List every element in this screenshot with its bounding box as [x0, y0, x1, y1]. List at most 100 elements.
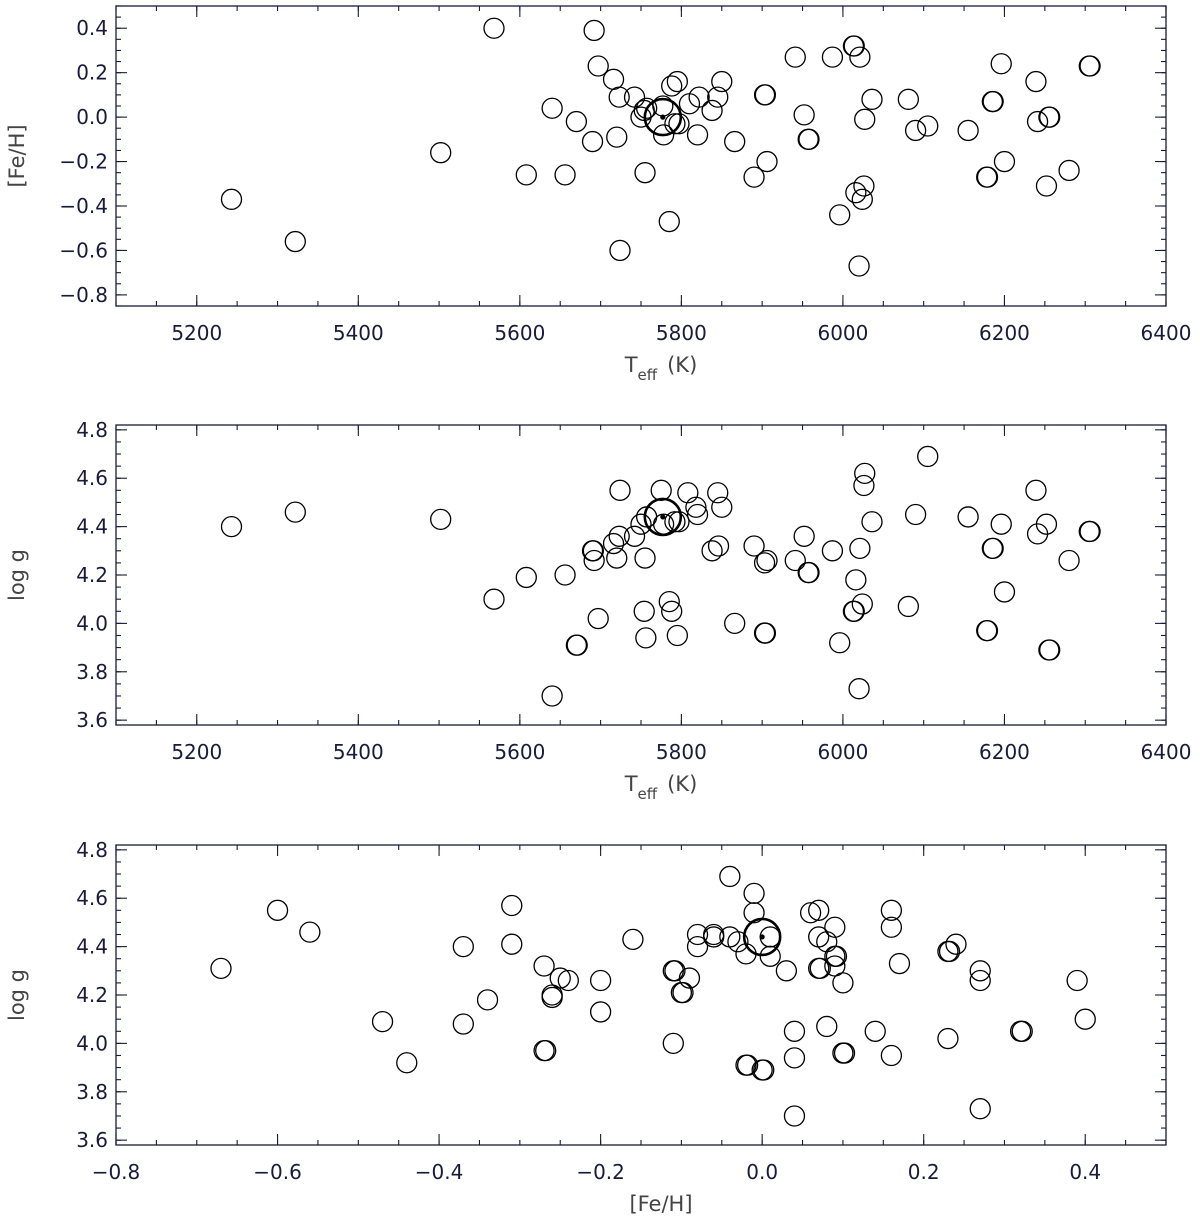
- x-axis-label: Teff (K): [624, 353, 698, 384]
- star-point: [210, 957, 232, 980]
- x-tick-label: 5600: [494, 321, 545, 345]
- star-point: [662, 1032, 684, 1055]
- star-point: [634, 547, 656, 569]
- star-point: [904, 119, 927, 142]
- y-tick-label: −0.6: [59, 238, 108, 262]
- star-point: [833, 1042, 856, 1064]
- star-point: [753, 552, 776, 574]
- star-point: [783, 1020, 806, 1042]
- star-point: [602, 532, 625, 555]
- star-point: [993, 150, 1016, 173]
- star-point: [652, 124, 675, 146]
- y-tick-label: 0.2: [76, 61, 108, 85]
- star-point: [864, 1020, 886, 1042]
- star-point: [583, 549, 605, 572]
- sun-symbol-dot: [660, 114, 666, 120]
- star-point: [853, 474, 875, 497]
- star-point: [664, 113, 686, 135]
- star-point: [703, 926, 725, 948]
- star-point: [832, 972, 854, 994]
- star-point: [677, 482, 699, 504]
- y-tick-label: 3.8: [76, 1080, 108, 1104]
- star-point: [666, 624, 688, 647]
- star-point: [634, 162, 656, 184]
- star-point: [587, 607, 609, 630]
- star-point: [825, 945, 848, 967]
- star-point: [672, 981, 694, 1004]
- star-point: [843, 600, 865, 622]
- star-point: [566, 634, 588, 656]
- y-tick-label: −0.2: [59, 150, 108, 174]
- x-tick-label: 5800: [656, 321, 707, 345]
- star-point: [799, 902, 822, 924]
- star-point: [1011, 1020, 1033, 1042]
- star-point: [541, 685, 563, 707]
- star-point: [719, 865, 741, 888]
- star-point: [554, 164, 576, 186]
- star-point: [635, 627, 657, 649]
- star-point: [515, 164, 537, 186]
- star-point: [701, 540, 723, 562]
- star-point: [452, 1013, 474, 1035]
- star-point: [843, 35, 865, 57]
- x-tick-label: 0.0: [746, 1160, 778, 1184]
- star-point: [849, 46, 871, 68]
- star-point: [606, 126, 628, 148]
- star-point: [904, 503, 927, 526]
- star-point: [888, 952, 911, 975]
- star-point: [861, 88, 883, 110]
- star-point: [829, 632, 851, 654]
- star-point: [784, 549, 806, 572]
- star-point: [707, 86, 729, 108]
- star-point: [945, 933, 967, 955]
- star-point: [854, 462, 876, 485]
- star-point: [661, 600, 683, 622]
- star-point: [707, 535, 730, 557]
- star-point: [686, 923, 709, 946]
- star-point: [1039, 106, 1061, 128]
- y-tick-label: 4.0: [76, 1031, 108, 1055]
- x-tick-label: 6000: [817, 321, 868, 345]
- y-tick-label: 0.4: [76, 16, 108, 40]
- star-point: [957, 119, 979, 142]
- sun-symbol-ring: [643, 497, 683, 537]
- star-point: [701, 99, 723, 122]
- star-point: [756, 150, 778, 173]
- star-point: [707, 482, 729, 504]
- star-point: [736, 1054, 759, 1076]
- star-point: [1079, 55, 1101, 77]
- x-tick-label: 5600: [494, 740, 545, 764]
- x-tick-label: 6400: [1141, 321, 1192, 345]
- star-point: [554, 564, 576, 586]
- star-point: [658, 210, 680, 233]
- star-point: [821, 46, 844, 68]
- star-point: [650, 479, 672, 501]
- star-point: [917, 445, 939, 468]
- y-axis-label: log g: [5, 549, 29, 601]
- y-axis-label: [Fe/H]: [5, 124, 29, 187]
- star-point: [897, 595, 919, 618]
- star-point: [1035, 175, 1058, 197]
- star-point: [990, 513, 1012, 535]
- star-point: [623, 525, 646, 547]
- y-tick-label: −0.8: [59, 283, 108, 307]
- star-point: [808, 899, 830, 921]
- star-point: [581, 130, 604, 153]
- star-point: [809, 957, 831, 980]
- x-tick-label: −0.2: [576, 1160, 625, 1184]
- star-point: [686, 935, 709, 958]
- y-axis-label: log g: [5, 969, 29, 1021]
- star-point: [1025, 70, 1047, 93]
- star-point: [541, 986, 563, 1009]
- star-point: [661, 75, 683, 97]
- x-tick-label: 5200: [171, 321, 222, 345]
- star-point: [851, 188, 873, 210]
- star-point: [743, 166, 765, 188]
- x-tick-label: 5200: [171, 740, 222, 764]
- star-point: [1066, 969, 1088, 992]
- x-axis-label: Teff (K): [624, 772, 698, 803]
- y-tick-label: 3.6: [76, 708, 108, 732]
- star-point: [861, 511, 883, 533]
- star-point: [633, 600, 655, 622]
- star-point: [630, 513, 652, 535]
